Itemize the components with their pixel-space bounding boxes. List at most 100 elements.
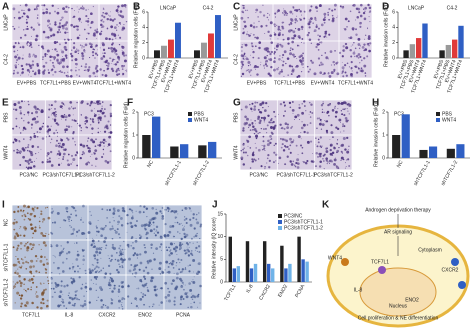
cell-texture — [179, 232, 181, 235]
cell-texture — [169, 252, 172, 255]
cell-texture — [318, 43, 321, 46]
diagram-text: Cell proliferation & NE differentiation — [358, 315, 439, 321]
cell-texture — [104, 74, 108, 77]
cell-texture — [164, 281, 168, 285]
cell-texture — [266, 124, 269, 127]
cell-texture — [103, 153, 105, 155]
cell-texture — [143, 285, 145, 287]
cell-texture — [62, 270, 65, 273]
cell-texture — [105, 12, 108, 15]
cell-texture — [296, 75, 299, 78]
cell-texture — [89, 26, 92, 29]
legend-label: PC3/shTCF7L1-1 — [284, 219, 323, 225]
cell-texture — [56, 114, 58, 115]
cell-texture — [360, 67, 363, 70]
cell-texture — [248, 70, 251, 73]
cell-texture — [260, 128, 262, 130]
cell-texture — [63, 38, 66, 41]
cell-texture — [197, 262, 201, 266]
cell-texture — [173, 243, 175, 244]
y-tick-label: 1 — [382, 132, 385, 138]
cell-texture — [323, 111, 325, 113]
cell-texture — [97, 120, 100, 122]
cell-texture — [15, 270, 17, 272]
cell-texture — [286, 155, 289, 158]
cell-texture — [260, 116, 263, 119]
cell-texture — [95, 289, 97, 291]
y-tick-label: 15 — [217, 211, 223, 217]
cell-texture — [293, 118, 295, 120]
cell-texture — [68, 267, 71, 270]
cell-texture — [13, 285, 16, 288]
y-tick-label: 4 — [142, 25, 145, 31]
cell-texture — [114, 247, 117, 249]
cell-texture — [74, 144, 77, 146]
cell-texture — [42, 11, 45, 15]
cell-texture — [42, 263, 46, 266]
cell-texture — [344, 71, 347, 74]
cell-texture — [297, 154, 299, 156]
cell-texture — [48, 128, 52, 132]
cell-texture — [290, 22, 293, 25]
cell-texture — [289, 151, 292, 154]
cell-texture — [94, 268, 96, 270]
cell-texture — [109, 15, 111, 17]
cell-texture — [290, 163, 294, 166]
cell-texture — [173, 300, 176, 303]
cell-texture — [318, 41, 321, 44]
cell-texture — [172, 210, 176, 213]
cell-texture — [251, 160, 254, 163]
cell-texture — [292, 139, 295, 141]
cell-texture — [72, 157, 76, 161]
cell-texture — [101, 105, 103, 107]
cell-texture — [189, 288, 193, 292]
cell-texture — [315, 144, 317, 146]
cell-texture — [144, 283, 147, 286]
cell-texture — [331, 9, 334, 12]
cell-texture — [50, 211, 54, 214]
cell-texture — [244, 105, 248, 109]
cell-texture — [253, 158, 256, 161]
column-label: TCF7L1+WNT4 — [338, 80, 373, 86]
cell-texture — [153, 224, 155, 226]
cell-texture — [183, 249, 186, 252]
cell-texture — [104, 159, 108, 163]
cell-texture — [147, 223, 151, 227]
cell-texture — [95, 157, 98, 160]
cell-texture — [240, 60, 244, 64]
bar — [154, 50, 160, 58]
cell-texture — [54, 21, 57, 24]
cell-texture — [326, 131, 329, 134]
cell-texture — [320, 152, 323, 155]
cell-texture — [92, 33, 96, 37]
cell-texture — [61, 71, 63, 74]
cell-texture — [71, 205, 73, 208]
cell-texture — [335, 126, 338, 129]
cell-texture — [121, 64, 124, 68]
cell-texture — [50, 108, 52, 109]
cell-texture — [251, 102, 254, 105]
cell-texture — [33, 132, 36, 135]
cell-texture — [46, 304, 49, 308]
cell-texture — [355, 54, 359, 58]
cell-texture — [32, 28, 35, 31]
cell-texture — [71, 106, 73, 108]
cell-texture — [13, 28, 16, 30]
cell-texture — [143, 244, 146, 246]
x-tick-label: ENO2 — [277, 283, 289, 298]
cell-texture — [14, 302, 16, 304]
cell-texture — [175, 265, 177, 267]
cell-texture — [281, 64, 285, 67]
cell-texture — [31, 237, 34, 239]
cell-texture — [188, 282, 191, 285]
cell-texture — [99, 109, 103, 113]
cell-texture — [78, 20, 81, 22]
cell-texture — [180, 222, 182, 224]
cell-texture — [26, 19, 28, 21]
cell-texture — [173, 296, 177, 299]
cell-texture — [181, 224, 183, 226]
cell-texture — [244, 115, 247, 119]
cell-texture — [177, 258, 180, 261]
cell-texture — [295, 66, 297, 68]
micrograph — [339, 41, 372, 78]
